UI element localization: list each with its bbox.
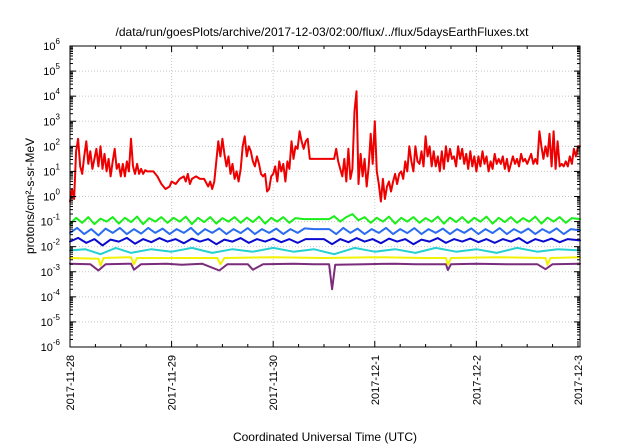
y-tick-label: 103: [43, 112, 60, 128]
y-tick-label: 10-2: [41, 238, 61, 254]
series-line-4: [69, 236, 581, 247]
y-tick-label: 10-5: [41, 313, 61, 329]
series-line-5: [69, 226, 581, 237]
y-tick-label: 10-1: [41, 213, 61, 229]
axis-ticks: 10-6 10-5 10-4 10-3 10-2 10-1 100 101 102 103 104 1…: [41, 37, 585, 410]
data-series: [69, 90, 581, 291]
series-line-1: [69, 262, 581, 291]
series-line-7: [69, 90, 581, 203]
y-tick-label: 104: [43, 87, 60, 103]
x-tick-label: 2017-12-3: [573, 355, 585, 405]
x-tick-label: 2017-11-30: [268, 355, 280, 410]
series-line-2: [69, 256, 581, 267]
y-tick-label: 102: [43, 137, 60, 153]
x-tick-label: 2017-11-28: [65, 355, 77, 410]
x-tick-label: 2017-12-2: [471, 355, 483, 405]
series-line-6: [69, 213, 581, 226]
y-tick-label: 100: [43, 188, 60, 204]
y-tick-label: 106: [43, 37, 60, 53]
y-tick-label: 105: [43, 62, 60, 78]
series-line-3: [69, 246, 581, 256]
x-tick-label: 2017-11-29: [167, 355, 179, 410]
y-axis-label: protons/cm²-s-sr-MeV: [23, 138, 37, 254]
y-tick-label: 10-6: [41, 338, 61, 354]
y-tick-label: 10-4: [41, 288, 61, 304]
y-tick-label: 10-3: [41, 263, 61, 279]
grid: [70, 46, 580, 347]
y-tick-label: 101: [43, 162, 60, 178]
x-axis-label: Coordinated Universal Time (UTC): [233, 430, 417, 444]
x-tick-label: 2017-12-1: [370, 355, 382, 405]
chart-title: /data/run/goesPlots/archive/2017-12-03/0…: [116, 25, 530, 39]
